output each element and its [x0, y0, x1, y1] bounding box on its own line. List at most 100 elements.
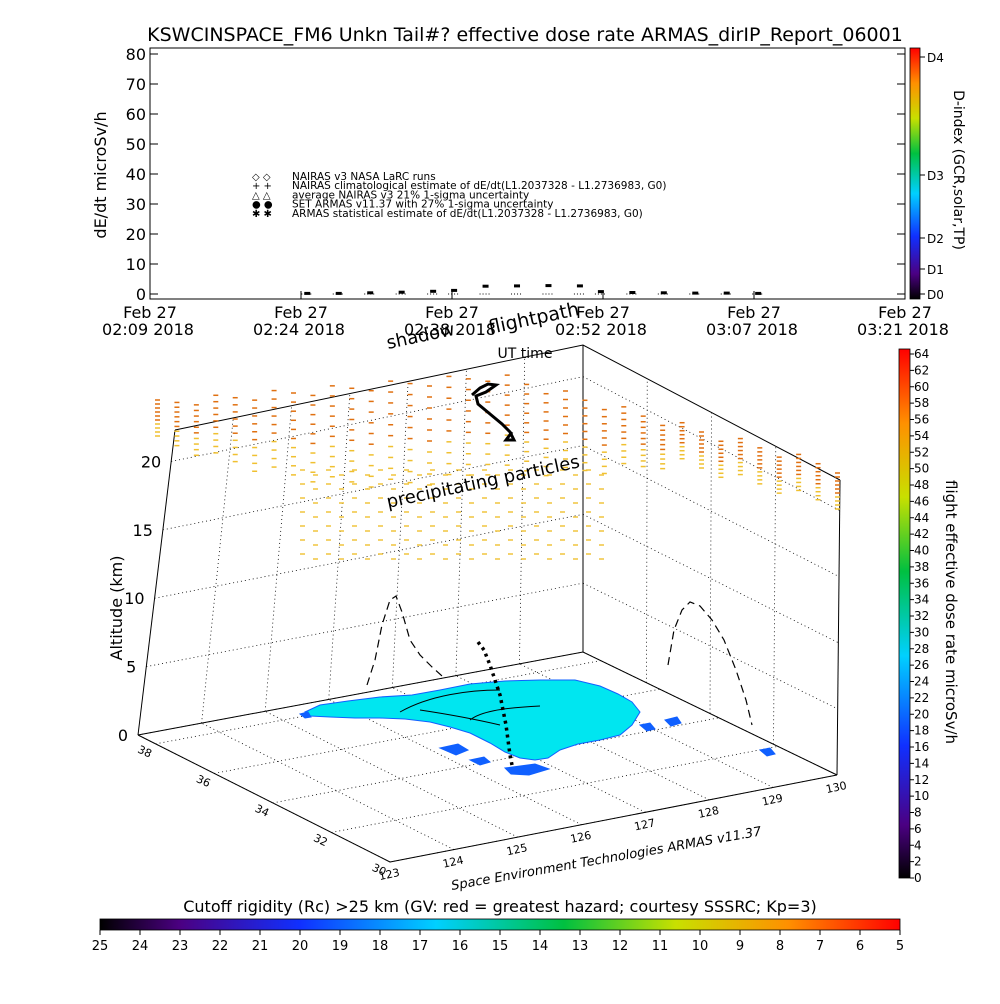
longitude-tick-label: 125	[505, 841, 528, 858]
top-y-tick-label: 50	[126, 135, 146, 154]
wall-gridline	[264, 405, 292, 712]
wall-gridline-right	[646, 378, 648, 683]
top-y-tick-label: 70	[126, 75, 146, 94]
rigidity-tick-label: 17	[412, 939, 429, 954]
rigidity-colorbar-label: Cutoff rigidity (Rc) >25 km (GV: red = g…	[183, 897, 817, 916]
armas-dose-point	[576, 284, 583, 288]
longitude-tick-label: 129	[761, 791, 784, 808]
wall-gridline	[328, 393, 351, 700]
armas-dose-point	[430, 289, 437, 293]
wall-gridline	[519, 357, 526, 664]
rigidity-colorbar-group: Cutoff rigidity (Rc) >25 km (GV: red = g…	[92, 897, 904, 954]
rigidity-tick-label: 13	[572, 939, 589, 954]
wall-gridline-right	[709, 412, 712, 714]
top-y-tick-label: 0	[136, 285, 146, 304]
top-x-tick-time: 03:07 2018	[706, 320, 798, 339]
rigidity-tick-label: 16	[452, 939, 469, 954]
rigidity-tick-label: 24	[132, 939, 149, 954]
legend-symbol: + +	[252, 181, 272, 192]
top-x-tick-time: 02:24 2018	[253, 320, 345, 339]
legend-entry: ARMAS statistical estimate of dE/dt(L1.2…	[292, 208, 643, 220]
rigidity-colorbar-ticks: 25 24 23 22 21 20 19 18 17 16 15 14 13 12 11 10 9 8 7 6 5	[92, 930, 904, 954]
dose-tick-label: 18	[914, 724, 929, 738]
dose-tick-label: 8	[914, 806, 922, 820]
altitude-tick-label: 20	[141, 452, 161, 471]
top-legend: ◇ ◇ NAIRAS v3 NASA LaRC runs + + NAIRAS cli…	[252, 171, 666, 220]
dose-tick-label: 46	[914, 494, 929, 508]
dose-colorbar-label: flight effective dose rate microSv/h	[942, 480, 960, 744]
dose-tick-label: 30	[914, 625, 929, 639]
rigidity-colorbar	[99, 918, 901, 931]
rigidity-tick-label: 9	[736, 939, 744, 954]
rigidity-tick-label: 19	[332, 939, 349, 954]
rigidity-tick-label: 6	[856, 939, 864, 954]
lat-gridline	[331, 746, 779, 833]
land-map	[298, 679, 776, 776]
top-x-tick-time: 03:21 2018	[857, 320, 949, 339]
rigidity-tick-label: 5	[896, 939, 904, 954]
wall-gridline	[201, 417, 234, 724]
precip-label: precipitating particles	[385, 451, 582, 512]
top-x-tick-date: Feb 27	[425, 303, 479, 322]
precipitating-particles	[155, 374, 840, 560]
top-x-tick-date: Feb 27	[274, 303, 328, 322]
rigidity-tick-label: 14	[532, 939, 549, 954]
alt-gridline-right	[582, 513, 839, 644]
armas-dose-series	[301, 284, 765, 295]
latitude-tick-label: 36	[194, 772, 212, 790]
top-y-axis-label: dE/dt microSv/h	[91, 111, 110, 238]
top-x-tick-time: 02:09 2018	[102, 320, 194, 339]
dose-tick-label: 10	[914, 789, 929, 803]
dose-tick-label: 22	[914, 691, 929, 705]
legend-entry: NAIRAS v3 NASA LaRC runs	[292, 171, 436, 183]
armas-dose-point	[545, 284, 552, 288]
altitude-axis-label: Altitude (km)	[107, 556, 126, 661]
dose-colorbar-ticks: 0246810121416182022242628303234363840424…	[910, 347, 929, 885]
dindex-label: D-index (GCR,solar,TP)	[950, 90, 966, 250]
dindex-tick-label: D2	[927, 232, 944, 246]
dose-tick-label: 34	[914, 593, 929, 607]
altitude-axis: 0 5 10 15 20	[118, 452, 161, 745]
rigidity-tick-label: 18	[372, 939, 389, 954]
coastal-islands	[298, 711, 776, 776]
dindex-colorbar	[909, 47, 921, 300]
alt-gridline	[146, 582, 584, 668]
dindex-ticks: D0 D1 D2 D3 D4	[920, 51, 944, 302]
longitude-tick-label: 130	[825, 779, 848, 796]
armas-dose-point	[304, 291, 311, 295]
dose-tick-label: 4	[914, 838, 922, 852]
top-x-tick-date: Feb 27	[123, 303, 177, 322]
latitude-tick-label: 38	[136, 743, 154, 761]
flightpath-ground-track	[476, 640, 514, 766]
rigidity-tick-label: 23	[172, 939, 189, 954]
latitude-axis: 30 32 34 36 38	[136, 743, 389, 879]
rigidity-tick-label: 11	[652, 939, 669, 954]
top-x-tick-time: 02:52 2018	[555, 320, 647, 339]
dindex-tick-label: D3	[927, 169, 944, 183]
land-mass	[304, 679, 641, 761]
top-x-tick-date: Feb 27	[576, 303, 630, 322]
longitude-tick-label: 126	[569, 829, 592, 846]
scene-gridlines	[137, 357, 840, 863]
dose-tick-label: 54	[914, 429, 929, 443]
top-y-tick-label: 20	[126, 225, 146, 244]
border-lines	[399, 689, 541, 726]
rigidity-tick-label: 25	[92, 939, 109, 954]
longitude-tick-label: 128	[697, 804, 720, 821]
dose-tick-label: 2	[914, 855, 922, 869]
dose-tick-label: 0	[914, 871, 922, 885]
dindex-tick-label: D1	[927, 263, 944, 277]
alt-gridline-right	[582, 582, 838, 710]
dose-tick-label: 62	[914, 363, 929, 377]
legend-entry: average NAIRAS v3 21% 1-sigma uncertaint…	[292, 189, 529, 201]
dose-tick-label: 38	[914, 560, 929, 574]
dose-tick-label: 20	[914, 707, 929, 721]
rigidity-tick-label: 12	[612, 939, 629, 954]
latitude-tick-label: 34	[253, 802, 271, 820]
armas-dose-point	[692, 291, 699, 295]
dose-tick-label: 32	[914, 609, 929, 623]
flight-shadow-lon-wall	[667, 601, 753, 726]
top-y-axis: 0 10 20 30 40 50 60 70 80	[126, 45, 905, 304]
longitude-tick-label: 127	[633, 816, 656, 833]
